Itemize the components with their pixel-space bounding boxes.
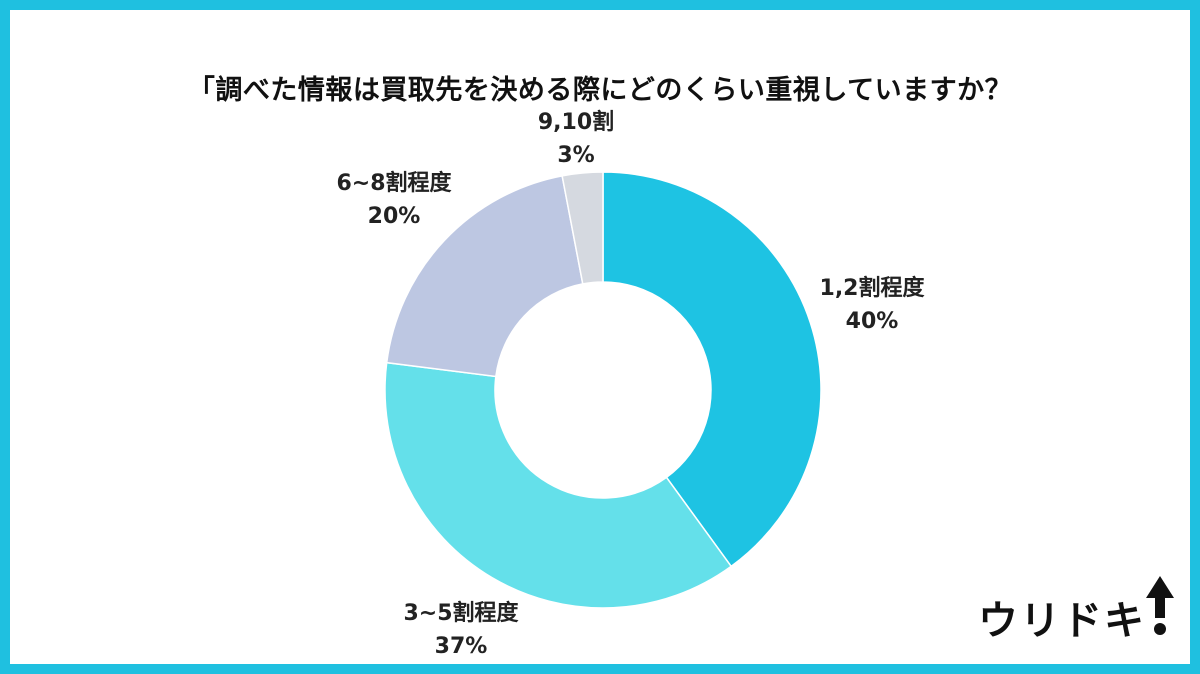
- donut-slice-0: [602, 171, 822, 568]
- slice-category-label: 9,10割: [537, 110, 615, 135]
- slice-value-label: 40%: [845, 309, 899, 334]
- slice-label-3-5: 3~5割程度 37%: [403, 597, 518, 663]
- slice-category-label: 6~8割程度: [336, 171, 452, 196]
- slice-label-1-2: 1,2割程度 40%: [820, 272, 925, 338]
- uridoki-logo: ウリドキ: [978, 598, 1146, 644]
- donut-slice-1: [384, 361, 733, 609]
- slice-category-label: 3~5割程度: [403, 601, 519, 626]
- logo-arrow-icon: [1146, 576, 1174, 635]
- donut-slice-2: [385, 174, 584, 378]
- donut-slice-3: [561, 171, 604, 285]
- slice-value-label: 3%: [557, 143, 595, 168]
- slice-value-label: 37%: [434, 634, 488, 659]
- chart-title: 「調べた情報は買取先を決める際にどのくらい重視していますか？: [187, 75, 1013, 106]
- slice-category-label: 1,2割程度: [819, 276, 925, 301]
- slice-label-9-10: 9,10割 3%: [538, 106, 614, 172]
- slice-value-label: 20%: [367, 204, 421, 229]
- slice-label-6-8: 6~8割程度 20%: [336, 167, 451, 233]
